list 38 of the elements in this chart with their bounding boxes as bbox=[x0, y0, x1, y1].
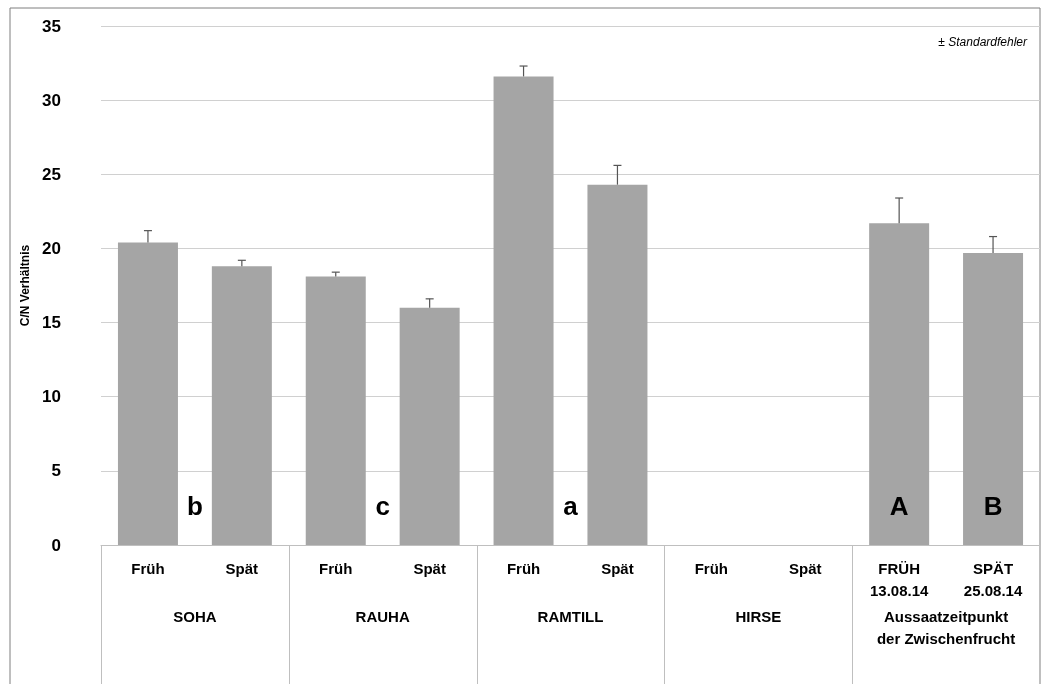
bar bbox=[963, 252, 1024, 545]
y-tick-label: 20 bbox=[42, 238, 61, 258]
annotation: ± Standardfehler bbox=[938, 35, 1028, 49]
annotation: a bbox=[563, 491, 579, 522]
x-tick-label: Früh bbox=[506, 559, 541, 577]
bar bbox=[211, 266, 272, 545]
y-tick-label: 5 bbox=[51, 461, 61, 481]
y-tick-label: 15 bbox=[42, 313, 61, 333]
annotation: B bbox=[983, 491, 1003, 522]
bar bbox=[305, 276, 366, 545]
y-axis-title: C/N Verhältnis bbox=[18, 244, 33, 327]
x-tick-label: FRÜH 13.08.14 bbox=[869, 559, 929, 599]
x-tick-label: Spät bbox=[788, 559, 822, 577]
y-tick-label: 10 bbox=[42, 387, 61, 407]
x-tick-label: SPÄT 25.08.14 bbox=[963, 559, 1023, 599]
y-tick-label: 30 bbox=[42, 90, 61, 110]
annotation: c bbox=[375, 491, 390, 522]
annotation: b bbox=[186, 491, 203, 522]
x-tick-label: Früh bbox=[694, 559, 729, 577]
x-tick-label: Früh bbox=[131, 559, 165, 577]
annotation: A bbox=[889, 491, 909, 522]
bar bbox=[117, 242, 178, 545]
x-tick-label: Spät bbox=[225, 559, 259, 577]
text: SOHA bbox=[173, 607, 217, 625]
bar bbox=[587, 184, 648, 545]
x-tick-label: Spät bbox=[413, 559, 446, 577]
text: RAMTILL bbox=[537, 607, 604, 625]
bar bbox=[869, 223, 930, 545]
x-tick-label: Früh bbox=[319, 559, 353, 577]
y-tick-label: 0 bbox=[51, 535, 61, 555]
text: Aussaatzeitpunkt der Zwischenfrucht bbox=[876, 607, 1016, 647]
x-tick-label: Spät bbox=[601, 559, 634, 577]
y-tick-label: 35 bbox=[42, 16, 61, 36]
y-tick-label: 25 bbox=[42, 164, 61, 184]
text: RAUHA bbox=[355, 607, 410, 625]
bar bbox=[493, 76, 554, 545]
bar bbox=[399, 307, 460, 545]
text: HIRSE bbox=[735, 607, 782, 625]
